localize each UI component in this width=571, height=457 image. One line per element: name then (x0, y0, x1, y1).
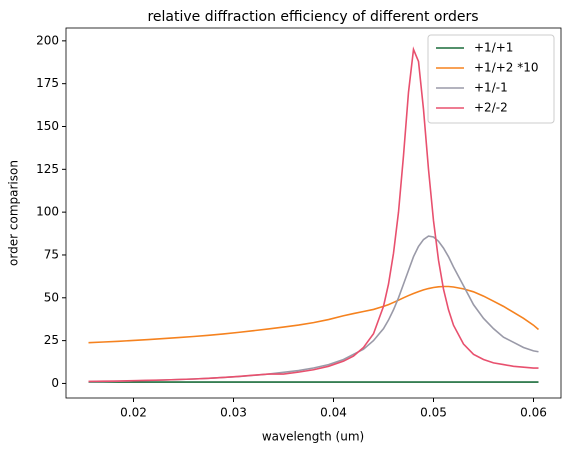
y-tick-label: 175 (36, 76, 59, 90)
series-line (88, 285, 540, 344)
legend-frame (427, 34, 555, 124)
y-tick-label: 75 (44, 247, 59, 261)
y-tick-label: 125 (36, 162, 59, 176)
legend-label: +1/+2 *10 (474, 61, 539, 75)
y-tick-label: 25 (44, 333, 59, 347)
y-tick-label: 100 (36, 205, 59, 219)
series-line (88, 235, 539, 383)
y-tick-label: 50 (44, 290, 59, 304)
series-line (88, 46, 539, 383)
y-tick-label: 0 (51, 376, 59, 390)
legend-label: +1/-1 (474, 81, 508, 95)
chart-title: relative diffraction efficiency of diffe… (147, 9, 478, 25)
x-tick-label: 0.06 (520, 406, 547, 420)
x-tick-label: 0.02 (120, 406, 147, 420)
legend-label: +2/-2 (474, 101, 508, 115)
x-axis-label: wavelength (um) (262, 430, 364, 444)
y-axis-label: order comparison (7, 160, 21, 266)
x-tick-label: 0.05 (420, 406, 447, 420)
plot-frame (65, 27, 562, 399)
x-tick-label: 0.03 (220, 406, 247, 420)
legend-label: +1/+1 (474, 41, 513, 55)
y-tick-label: 150 (36, 119, 59, 133)
x-tick-label: 0.04 (320, 406, 347, 420)
y-tick-label: 200 (36, 33, 59, 47)
